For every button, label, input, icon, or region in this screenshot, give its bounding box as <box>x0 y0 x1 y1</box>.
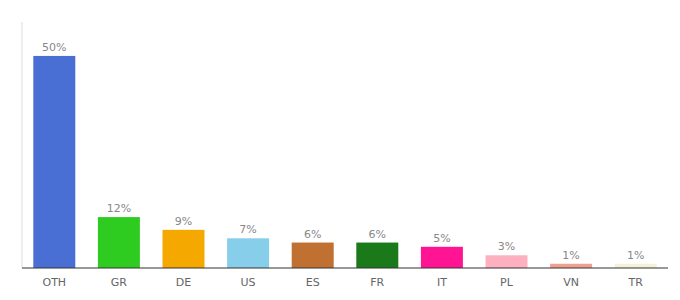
y-axis-line <box>22 22 23 268</box>
x-tick-label: OTH <box>42 276 66 289</box>
data-label: 50% <box>42 41 66 54</box>
bar <box>292 243 334 268</box>
bar <box>421 247 463 268</box>
x-tick-label: TR <box>628 276 644 289</box>
bar <box>33 56 75 268</box>
bar <box>615 264 657 268</box>
bar <box>486 255 528 268</box>
x-tick-label: VN <box>563 276 579 289</box>
data-label: 1% <box>562 249 579 262</box>
data-label: 12% <box>107 202 131 215</box>
bar <box>356 243 398 268</box>
chart-container: 50% 12% 9% 7% 6% 6% 5% 3% 1% 1% OTH GR DE US ES FR IT PL V… <box>0 0 680 300</box>
data-label: 6% <box>369 228 386 241</box>
x-tick-label: DE <box>176 276 191 289</box>
x-axis-line <box>22 267 668 268</box>
bars <box>33 56 656 268</box>
data-label: 1% <box>627 249 644 262</box>
bar <box>98 217 140 268</box>
x-tick-label: ES <box>306 276 320 289</box>
x-tick-label: FR <box>370 276 384 289</box>
bar <box>227 238 269 268</box>
chart-svg: 50% 12% 9% 7% 6% 6% 5% 3% 1% 1% OTH GR DE US ES FR IT PL V… <box>0 0 680 300</box>
x-tick-label: IT <box>437 276 447 289</box>
bar <box>550 264 592 268</box>
bar <box>163 230 205 268</box>
x-tick-label: US <box>241 276 256 289</box>
data-label: 3% <box>498 240 515 253</box>
data-label: 6% <box>304 228 321 241</box>
x-tick-label: GR <box>111 276 128 289</box>
data-label: 7% <box>239 223 256 236</box>
data-label: 9% <box>175 215 192 228</box>
x-tick-label: PL <box>500 276 514 289</box>
data-label: 5% <box>433 232 450 245</box>
